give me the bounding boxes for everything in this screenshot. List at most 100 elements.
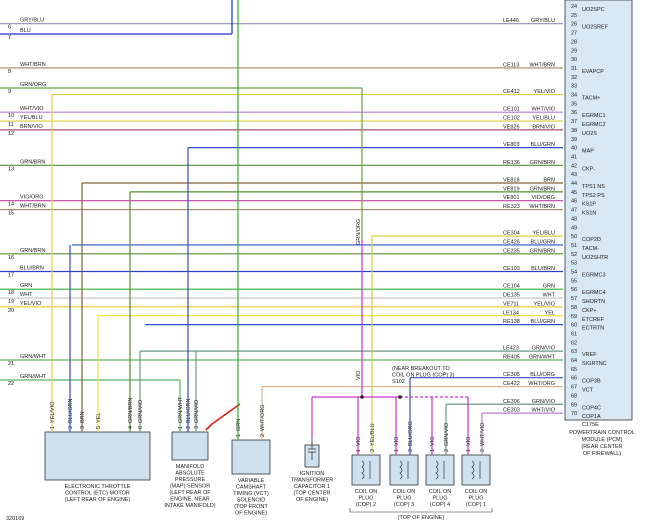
- wire-color-label: GRN/WHT: [20, 374, 47, 380]
- circuit-color: YEL/VIO: [534, 89, 556, 95]
- pin-number: 47: [571, 208, 577, 214]
- pcm-label: MODULE (PCM): [582, 437, 623, 443]
- circuit-color: BLU/GRN: [531, 319, 555, 325]
- component-label: (TOP CENTER: [293, 491, 330, 497]
- wire-number: 20: [8, 308, 14, 314]
- component-box: [231, 439, 271, 475]
- component-label: ELECTRONIC THROTTLE: [65, 484, 131, 490]
- circuit-code: VE818: [503, 178, 520, 184]
- circuit-code: LE446: [503, 18, 519, 24]
- pin-number: 45: [571, 190, 577, 196]
- circuit-code: DE135: [503, 293, 520, 299]
- signal-name: SHORTN: [582, 299, 605, 305]
- wire-color-label: BLU/BRN: [20, 266, 44, 272]
- component-box: [351, 454, 381, 486]
- pin-number: 39: [571, 137, 577, 143]
- component-label: (COP) 3: [394, 502, 414, 508]
- component-label: COIL ON: [393, 489, 415, 495]
- component-label: IGNITION: [300, 471, 324, 477]
- component-label: VARIABLE: [238, 478, 265, 484]
- circuit-code: CE113: [503, 62, 519, 68]
- bracket: [349, 508, 493, 513]
- component-label: COIL ON: [429, 489, 451, 495]
- pin-number: 5: [96, 426, 102, 429]
- circuit-color: YEL: [545, 310, 555, 316]
- pin-number: 2: [186, 426, 192, 429]
- pin-wire-color: BLU/ORG: [408, 421, 414, 446]
- pin-number: 1: [178, 426, 184, 429]
- component-label: (LEFT REAR OF ENGINE): [65, 497, 131, 503]
- circuit-color: WHT/BRN: [529, 62, 555, 68]
- pin-number: 2: [444, 449, 450, 452]
- circuit-code: VE803: [503, 142, 520, 148]
- wire-number: 19: [8, 299, 14, 305]
- pin-number: 2: [260, 434, 266, 437]
- pin-number: 59: [571, 314, 577, 320]
- wire-number: 17: [8, 273, 14, 279]
- component-label: CONTROL (ETC) MOTOR: [65, 491, 130, 497]
- circuit-color: YEL/BLU: [532, 116, 555, 122]
- pin-wire-color: VIO: [466, 436, 472, 446]
- circuit-color: WHT/VIO: [531, 107, 555, 113]
- circuit-color: WHT/BRN: [529, 204, 555, 210]
- pin-number: 1: [356, 449, 362, 452]
- wire-number: 6: [8, 25, 11, 31]
- signal-name: EGRMC1: [582, 113, 606, 119]
- pcm-label: POWERTRAIN CONTROL: [569, 430, 635, 436]
- pin-number: 2: [370, 449, 376, 452]
- coil-group-label: (TOP OF ENGINE): [398, 515, 445, 521]
- circuit-code: RE323: [503, 204, 520, 210]
- circuit-color: BRN/VIO: [532, 124, 555, 130]
- pin-wire-color: YEL/VIO: [50, 401, 56, 423]
- component-label: CAMSHAFT: [236, 485, 267, 491]
- circuit-code: RE136: [503, 160, 520, 166]
- pin-number: 26: [571, 22, 577, 28]
- pin-number: 6: [138, 426, 144, 429]
- pcm-label: (REAR CENTER: [581, 444, 622, 450]
- component-box: [171, 431, 209, 461]
- circuit-color: YEL/BLU: [532, 231, 555, 237]
- signal-name: COP4C: [582, 405, 601, 411]
- circuit-code: LE134: [503, 310, 519, 316]
- signal-name: CKP+: [582, 308, 597, 314]
- inline-label: GRN/ORG: [356, 219, 362, 245]
- circuit-code: CE422: [503, 381, 520, 387]
- signal-name: UO2SREF: [582, 25, 609, 31]
- pin-number: 49: [571, 225, 577, 231]
- pin-number: 24: [571, 4, 577, 10]
- circuit-color: GRN/BRN: [530, 186, 555, 192]
- pin-number: 38: [571, 128, 577, 134]
- wire-color-label: GRN/ORG: [20, 82, 46, 88]
- circuit-code: VE711: [503, 301, 519, 307]
- wire-color-label: WHT: [20, 292, 33, 298]
- wire-number: 12: [8, 131, 14, 137]
- signal-name: COP2D: [582, 237, 601, 243]
- signal-name: TPS1 NS: [582, 184, 605, 190]
- signal-name: VCT: [582, 388, 594, 394]
- circuit-code: VE826: [503, 124, 520, 130]
- pin-wire-color: VIO: [356, 436, 362, 446]
- circuit-code: CE304: [503, 231, 520, 237]
- circuit-code: CE104: [503, 284, 520, 290]
- circuit-color: WHT: [542, 293, 555, 299]
- circuit-color: VIO/ORG: [531, 195, 555, 201]
- circuit-code: RE405: [503, 355, 520, 361]
- pin-number: 33: [571, 84, 577, 90]
- wire-color-label: WHT/BRN: [20, 204, 46, 210]
- component-box: [44, 431, 151, 481]
- wire-color-label: GRN: [20, 283, 32, 289]
- pcm-box: [564, 0, 633, 421]
- pin-number: 66: [571, 376, 577, 382]
- pin-number: 2: [68, 426, 74, 429]
- component-label: SOLENOID: [237, 498, 265, 504]
- figure-id: 320169: [6, 516, 24, 522]
- component-label: PRESSURE: [175, 477, 206, 483]
- component-label: TRANSFORMER: [291, 478, 334, 484]
- signal-name: EGRMC2: [582, 122, 606, 128]
- circuit-color: GRN: [543, 284, 555, 290]
- pin-number: 65: [571, 367, 577, 373]
- wire-number: 11: [8, 122, 14, 128]
- pin-number: 1: [394, 449, 400, 452]
- component-label: (COP) 2: [356, 502, 376, 508]
